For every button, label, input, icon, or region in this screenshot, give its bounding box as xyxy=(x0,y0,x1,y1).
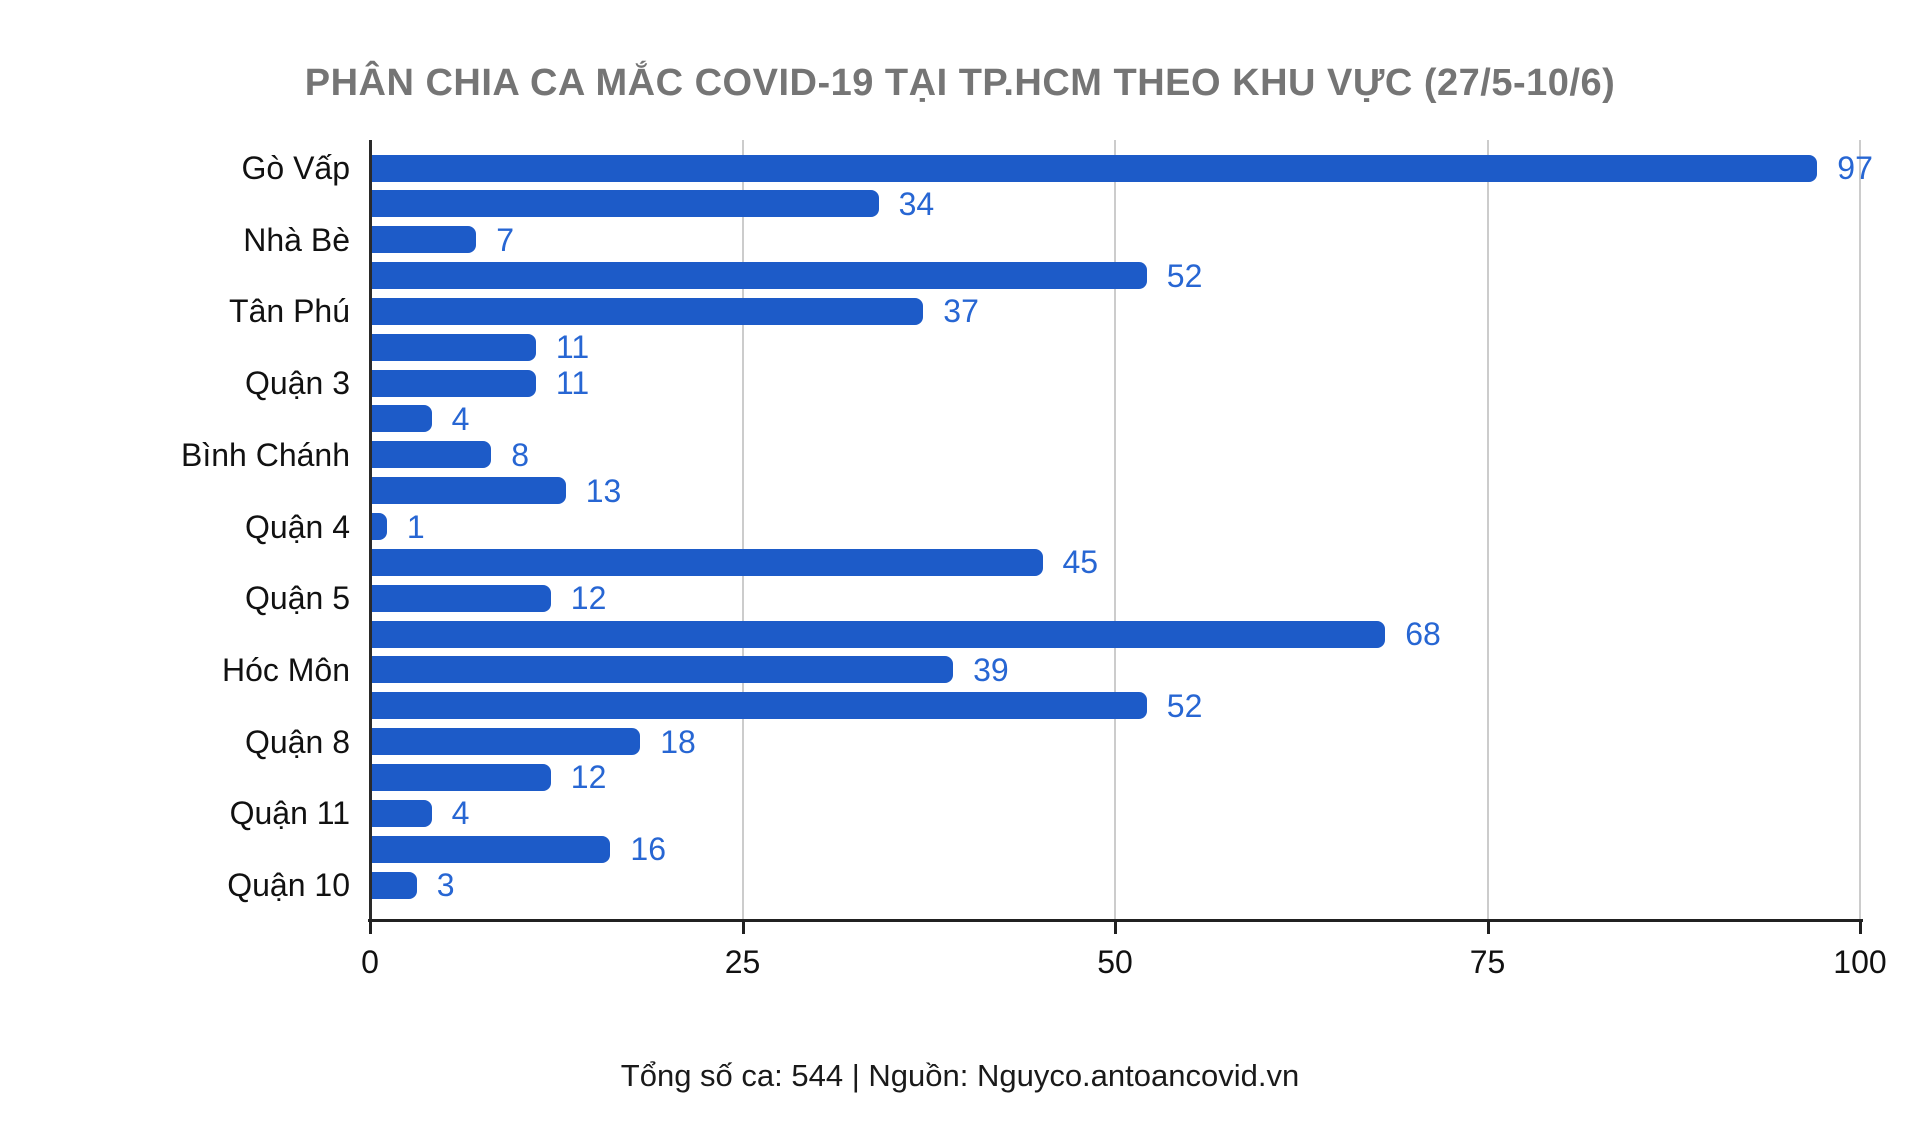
bar xyxy=(372,154,1818,182)
bar xyxy=(372,226,477,254)
x-axis-tick-label: 0 xyxy=(361,944,379,980)
x-axis-tick xyxy=(741,920,745,934)
bar-value-label: 16 xyxy=(630,831,666,868)
bar-value-label: 18 xyxy=(660,723,696,760)
plot-area: 0 25 50 75 100 Gò Vấp 97 34 Nhà Bè 7 52 Tân Phú 37 11… xyxy=(181,140,1887,980)
bar xyxy=(372,369,536,397)
bar-value-label: 11 xyxy=(555,365,590,402)
bar-value-label: 12 xyxy=(570,759,607,796)
category-label: Gò Vấp xyxy=(241,150,350,186)
bar-value-label: 8 xyxy=(511,436,529,473)
bar-value-label: 12 xyxy=(570,580,607,617)
category-label: Tân Phú xyxy=(229,293,350,330)
x-axis-tick xyxy=(1486,920,1490,934)
bar xyxy=(372,692,1147,720)
y-axis-line xyxy=(369,140,372,920)
bar xyxy=(372,799,432,827)
x-axis-tick-label: 100 xyxy=(1833,944,1887,980)
bar-value-label: 4 xyxy=(451,400,470,437)
bar xyxy=(372,763,551,791)
bar-value-label: 34 xyxy=(898,185,935,222)
category-label: Quận 10 xyxy=(227,867,350,903)
bar xyxy=(372,190,879,218)
bar-value-label: 13 xyxy=(585,472,622,509)
bar-value-label: 52 xyxy=(1166,257,1203,294)
bar-value-label: 11 xyxy=(555,329,590,366)
gridline xyxy=(741,140,744,920)
gridline xyxy=(1486,140,1489,920)
chart-title: PHÂN CHIA CA MẮC COVID-19 TẠI TP.HCM THE… xyxy=(304,62,1616,104)
bar xyxy=(372,441,492,469)
bar-value-label: 39 xyxy=(973,651,1009,688)
bar xyxy=(372,584,551,612)
bar xyxy=(372,262,1147,290)
category-label: Hóc Môn xyxy=(221,651,350,688)
x-axis-tick xyxy=(1114,920,1117,934)
gridline xyxy=(1859,140,1861,920)
category-label: Bình Chánh xyxy=(180,436,350,473)
category-label: Quận 8 xyxy=(245,723,350,760)
bar xyxy=(372,405,432,433)
bar xyxy=(372,728,641,756)
x-axis-baseline xyxy=(368,919,1863,922)
bar-value-label: 7 xyxy=(496,221,515,258)
bar xyxy=(372,513,387,540)
category-label: Nhà Bè xyxy=(243,221,350,258)
chart-footer: Tổng số ca: 544 | Nguồn: Nguyco.antoanco… xyxy=(620,1058,1300,1093)
bar xyxy=(372,333,536,361)
x-axis-tick-label: 75 xyxy=(1469,944,1506,980)
bar-value-label: 37 xyxy=(943,293,979,330)
x-axis-tick-label: 50 xyxy=(1097,944,1133,980)
bar xyxy=(372,297,924,325)
category-label: Quận 3 xyxy=(245,365,350,402)
bar-value-label: 1 xyxy=(406,508,425,545)
x-axis-tick xyxy=(1859,920,1862,934)
bar-value-label: 45 xyxy=(1062,544,1099,581)
bar xyxy=(372,477,566,505)
x-axis-tick xyxy=(369,920,372,934)
category-label: Quận 4 xyxy=(245,508,350,545)
x-axis-tick-label: 25 xyxy=(724,944,761,980)
bar-value-label: 52 xyxy=(1166,687,1203,724)
bar-value-label: 4 xyxy=(451,795,470,832)
gridline xyxy=(1114,140,1116,920)
category-label: Quận 5 xyxy=(245,580,350,617)
bar xyxy=(372,835,611,863)
bar xyxy=(372,656,954,684)
bar-value-label: 3 xyxy=(436,867,455,903)
bar xyxy=(372,871,417,899)
bar xyxy=(372,620,1386,648)
category-label: Quận 11 xyxy=(229,795,350,832)
bar-value-label: 97 xyxy=(1837,150,1873,186)
bar xyxy=(372,548,1043,576)
bar-value-label: 68 xyxy=(1405,616,1441,653)
